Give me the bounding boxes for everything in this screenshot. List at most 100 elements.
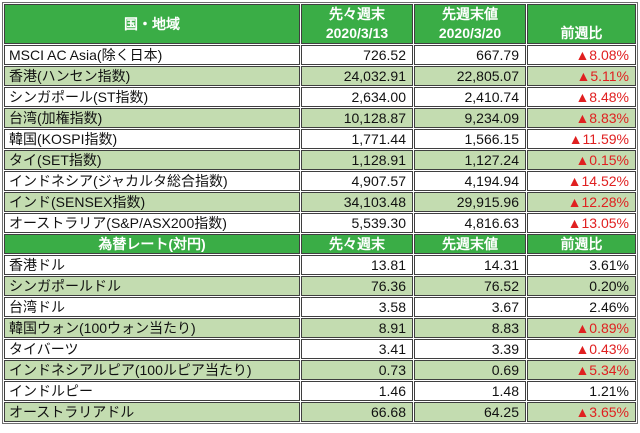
prev-week-value: 4,907.57 [301,171,413,191]
table-row: 香港ドル 13.81 14.31 3.61% [4,255,636,275]
header-fx-wow-change: 前週比 [527,234,636,254]
header-fx-rate: 為替レート(対円) [4,234,300,254]
wow-change-value: 2.46% [527,297,636,317]
header-last-week: 先週末値 2020/3/20 [414,4,526,44]
row-label: オーストラリア(S&P/ASX200指数) [4,213,300,233]
table-row: インドネシアルピア(100ルピア当たり) 0.73 0.69 ▲5.34% [4,360,636,380]
last-week-value: 3.39 [414,339,526,359]
row-label: 台湾(加権指数) [4,108,300,128]
table-row: 台湾ドル 3.58 3.67 2.46% [4,297,636,317]
header-fx-prev-week: 先々週末 [301,234,413,254]
table-row: インドルピー 1.46 1.48 1.21% [4,381,636,401]
wow-change-value: ▲8.08% [527,45,636,65]
header-prev-week-date: 2020/3/13 [325,25,389,41]
last-week-value: 22,805.07 [414,66,526,86]
row-label: 香港ドル [4,255,300,275]
prev-week-value: 24,032.91 [301,66,413,86]
wow-change-value: ▲3.65% [527,402,636,422]
asia-markets-table: 国・地域 先々週末 2020/3/13 先週末値 2020/3/20 前週比 M… [2,2,638,424]
last-week-value: 1,566.15 [414,129,526,149]
header-prev-week-label: 先々週末 [329,6,385,22]
header-last-week-label: 先週末値 [442,6,498,22]
prev-week-value: 10,128.87 [301,108,413,128]
row-label: タイ(SET指数) [4,150,300,170]
table-row: タイバーツ 3.41 3.39 ▲0.43% [4,339,636,359]
table-row: インド(SENSEX指数) 34,103.48 29,915.96 ▲12.28… [4,192,636,212]
header-wow-change-label: 前週比 [560,25,603,41]
prev-week-value: 66.68 [301,402,413,422]
wow-change-value: ▲8.48% [527,87,636,107]
table-row: シンガポール(ST指数) 2,634.00 2,410.74 ▲8.48% [4,87,636,107]
wow-change-value: ▲14.52% [527,171,636,191]
wow-change-value: ▲5.11% [527,66,636,86]
prev-week-value: 34,103.48 [301,192,413,212]
row-label: シンガポールドル [4,276,300,296]
last-week-value: 9,234.09 [414,108,526,128]
row-label: 韓国ウォン(100ウォン当たり) [4,318,300,338]
table-row: シンガポールドル 76.36 76.52 0.20% [4,276,636,296]
stock-table-header-row: 国・地域 先々週末 2020/3/13 先週末値 2020/3/20 前週比 [4,4,636,44]
wow-change-value: ▲0.43% [527,339,636,359]
header-last-week-date: 2020/3/20 [438,25,502,41]
header-fx-last-week: 先週末値 [414,234,526,254]
row-label: タイバーツ [4,339,300,359]
prev-week-value: 1,128.91 [301,150,413,170]
fx-table-header-row: 為替レート(対円) 先々週末 先週末値 前週比 [4,234,636,254]
last-week-value: 4,194.94 [414,171,526,191]
header-wow-change: 前週比 [527,4,636,44]
last-week-value: 29,915.96 [414,192,526,212]
table-row: MSCI AC Asia(除く日本) 726.52 667.79 ▲8.08% [4,45,636,65]
prev-week-value: 2,634.00 [301,87,413,107]
prev-week-value: 3.41 [301,339,413,359]
prev-week-value: 1.46 [301,381,413,401]
wow-change-value: ▲5.34% [527,360,636,380]
last-week-value: 64.25 [414,402,526,422]
row-label: 台湾ドル [4,297,300,317]
last-week-value: 3.67 [414,297,526,317]
row-label: インドルピー [4,381,300,401]
table-row: 韓国(KOSPI指数) 1,771.44 1,566.15 ▲11.59% [4,129,636,149]
row-label: MSCI AC Asia(除く日本) [4,45,300,65]
last-week-value: 2,410.74 [414,87,526,107]
table-row: インドネシア(ジャカルタ総合指数) 4,907.57 4,194.94 ▲14.… [4,171,636,191]
table-row: 韓国ウォン(100ウォン当たり) 8.91 8.83 ▲0.89% [4,318,636,338]
last-week-value: 4,816.63 [414,213,526,233]
table-row: 台湾(加権指数) 10,128.87 9,234.09 ▲8.83% [4,108,636,128]
table-row: タイ(SET指数) 1,128.91 1,127.24 ▲0.15% [4,150,636,170]
row-label: 韓国(KOSPI指数) [4,129,300,149]
prev-week-value: 3.58 [301,297,413,317]
prev-week-value: 76.36 [301,276,413,296]
prev-week-value: 5,539.30 [301,213,413,233]
table-row: オーストラリア(S&P/ASX200指数) 5,539.30 4,816.63 … [4,213,636,233]
header-prev-week: 先々週末 2020/3/13 [301,4,413,44]
wow-change-value: ▲13.05% [527,213,636,233]
wow-change-value: 1.21% [527,381,636,401]
wow-change-value: ▲12.28% [527,192,636,212]
table-row: オーストラリアドル 66.68 64.25 ▲3.65% [4,402,636,422]
prev-week-value: 8.91 [301,318,413,338]
row-label: 香港(ハンセン指数) [4,66,300,86]
prev-week-value: 13.81 [301,255,413,275]
wow-change-value: 0.20% [527,276,636,296]
header-region-label: 国・地域 [124,15,180,32]
prev-week-value: 1,771.44 [301,129,413,149]
last-week-value: 14.31 [414,255,526,275]
last-week-value: 76.52 [414,276,526,296]
prev-week-value: 0.73 [301,360,413,380]
row-label: インドネシア(ジャカルタ総合指数) [4,171,300,191]
prev-week-value: 726.52 [301,45,413,65]
last-week-value: 1,127.24 [414,150,526,170]
row-label: インドネシアルピア(100ルピア当たり) [4,360,300,380]
wow-change-value: ▲0.89% [527,318,636,338]
last-week-value: 8.83 [414,318,526,338]
wow-change-value: ▲11.59% [527,129,636,149]
wow-change-value: 3.61% [527,255,636,275]
last-week-value: 0.69 [414,360,526,380]
header-region: 国・地域 [4,4,300,44]
row-label: インド(SENSEX指数) [4,192,300,212]
table-row: 香港(ハンセン指数) 24,032.91 22,805.07 ▲5.11% [4,66,636,86]
row-label: オーストラリアドル [4,402,300,422]
row-label: シンガポール(ST指数) [4,87,300,107]
wow-change-value: ▲8.83% [527,108,636,128]
